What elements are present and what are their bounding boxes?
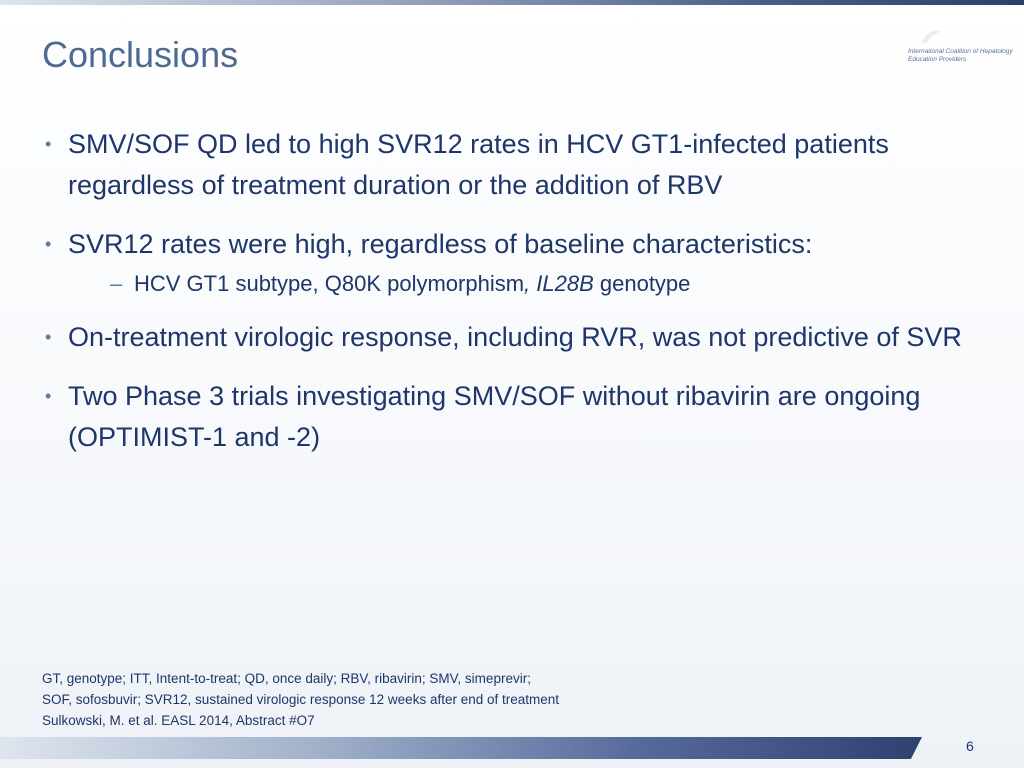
bullet-list: • SMV/SOF QD led to high SVR12 rates in … — [42, 124, 972, 458]
bullet-item: • SVR12 rates were high, regardless of b… — [42, 224, 972, 299]
bullet-text: SMV/SOF QD led to high SVR12 rates in HC… — [68, 129, 889, 200]
sub-bullet-item: – HCV GT1 subtype, Q80K polymorphism, IL… — [68, 269, 972, 299]
sub-bullet-text-end: genotype — [593, 271, 691, 296]
footnote-line: Sulkowski, M. et al. EASL 2014, Abstract… — [42, 713, 315, 728]
dash-icon: – — [110, 271, 123, 296]
bullet-dot-icon: • — [45, 134, 52, 154]
bullet-item: • Two Phase 3 trials investigating SMV/S… — [42, 376, 972, 458]
page-number: 6 — [966, 738, 974, 754]
bullet-text: On-treatment virologic response, includi… — [68, 322, 962, 352]
bullet-dot-icon: • — [45, 327, 52, 347]
bullet-dot-icon: • — [45, 386, 52, 406]
footnotes: GT, genotype; ITT, Intent-to-treat; QD, … — [42, 668, 842, 731]
bullet-dot-icon: • — [45, 234, 52, 254]
footnote-line: GT, genotype; ITT, Intent-to-treat; QD, … — [42, 671, 531, 686]
slide-title: Conclusions — [42, 34, 239, 75]
bullet-text: SVR12 rates were high, regardless of bas… — [68, 229, 813, 259]
sub-bullet-text: HCV GT1 subtype, Q80K polymorphism — [134, 271, 525, 296]
bullet-text: Two Phase 3 trials investigating SMV/SOF… — [68, 381, 921, 452]
footnote-line: SOF, sofosbuvir; SVR12, sustained virolo… — [42, 692, 560, 707]
bottom-accent-bar — [0, 737, 922, 759]
top-accent-bar — [0, 0, 1024, 5]
logo: International Coalition of Hepatology Ed… — [906, 28, 1013, 68]
ichep-logo-icon — [922, 30, 942, 43]
bullet-item: • SMV/SOF QD led to high SVR12 rates in … — [42, 124, 972, 206]
sub-bullet-italic-text: , IL28B — [524, 271, 594, 296]
bullet-item: • On-treatment virologic response, inclu… — [42, 317, 972, 358]
logo-text: International Coalition of Hepatology Ed… — [908, 48, 1013, 63]
